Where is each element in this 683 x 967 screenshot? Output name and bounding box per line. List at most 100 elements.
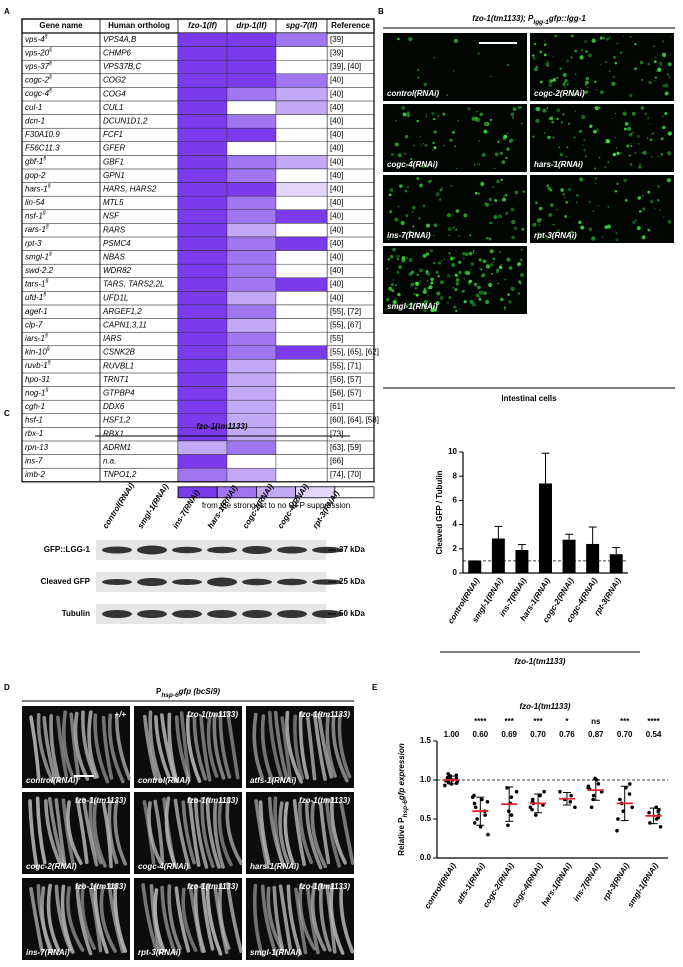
panel-b-title: fzo-1(tm1133); Plgg-1gfp::lgg-1 [472, 14, 586, 26]
gfp-punctum [607, 161, 610, 164]
worm [272, 885, 285, 952]
x-tick-label: rpt-3(RNAi) [601, 861, 631, 902]
gfp-punctum [561, 192, 566, 197]
reference: [40] [330, 76, 343, 85]
gfp-punctum [636, 226, 641, 231]
gfp-punctum [413, 144, 415, 147]
gfp-punctum [662, 84, 665, 88]
worm [44, 799, 62, 865]
gfp-punctum [395, 297, 397, 300]
gene-name-text: swd-2.2 [25, 266, 54, 275]
gfp-punctum [556, 108, 561, 113]
gfp-punctum [615, 147, 618, 149]
gfp-punctum [622, 111, 627, 116]
gfp-punctum [482, 153, 486, 157]
gene-name: kin-10§ [25, 347, 50, 357]
genotype-label: fzo-1(tm1133) [187, 882, 238, 891]
gfp-punctum [659, 209, 661, 211]
gfp-punctum [505, 156, 508, 160]
gfp-punctum [500, 178, 503, 182]
gfp-punctum [591, 236, 596, 241]
gene-name-text: tars-1 [25, 280, 45, 289]
reference: [55], [72] [330, 307, 361, 316]
gfp-punctum [551, 116, 554, 118]
gfp-punctum [401, 106, 406, 110]
gfp-punctum [503, 195, 506, 197]
suppression-cell [226, 195, 277, 210]
gfp-punctum [639, 163, 641, 165]
gfp-punctum [430, 307, 435, 313]
gfp-punctum [408, 37, 413, 42]
suppression-cell [275, 454, 328, 469]
gfp-punctum [556, 208, 559, 211]
bar [609, 554, 623, 573]
blot-band [277, 546, 307, 554]
gfp-punctum [455, 282, 460, 286]
reference: [40] [330, 253, 343, 262]
mean-label: 0.70 [530, 730, 546, 739]
gfp-punctum [514, 190, 519, 195]
worm [60, 884, 75, 954]
gfp-punctum [578, 129, 582, 133]
gfp-punctum [535, 65, 539, 69]
data-point [538, 793, 542, 798]
bar [562, 539, 576, 573]
worm [101, 801, 113, 869]
gfp-punctum [612, 152, 617, 157]
blot-title: fzo-1(tm1133) [197, 422, 248, 431]
worm [40, 886, 53, 953]
suppression-cell [275, 87, 328, 102]
gene-name: lin-54 [25, 198, 45, 207]
worm [278, 801, 290, 865]
gfp-punctum [392, 247, 396, 252]
gfp-punctum [566, 59, 570, 63]
gfp-punctum [446, 213, 452, 218]
blot-band [312, 579, 342, 585]
suppression-cell [226, 291, 277, 306]
gfp-punctum [574, 49, 578, 53]
gfp-punctum [436, 291, 441, 296]
gene-name-text: agef-1 [25, 307, 48, 316]
gfp-punctum [425, 113, 428, 116]
gene-name-text: cogc-2 [25, 76, 50, 85]
worm [305, 799, 323, 870]
gfp-punctum [452, 69, 455, 72]
gfp-punctum [667, 151, 672, 156]
worm [187, 797, 201, 867]
reference: [66] [330, 457, 343, 466]
gfp-punctum [428, 285, 433, 290]
gfp-punctum [396, 254, 400, 259]
gene-name-text: clp-7 [25, 321, 43, 330]
worm [153, 888, 166, 953]
gfp-punctum [467, 272, 470, 276]
worm [205, 797, 221, 869]
gfp-punctum [606, 37, 609, 41]
gfp-punctum [599, 36, 603, 40]
worm [46, 883, 61, 952]
gene-mark: § [45, 225, 49, 231]
gfp-punctum [457, 120, 459, 122]
gfp-punctum [411, 205, 416, 210]
worm [92, 799, 107, 868]
legend-text: from the strongest to no GFP suppression [202, 501, 350, 510]
gfp-punctum [631, 111, 636, 116]
gfp-punctum [406, 186, 410, 189]
suppression-cell [226, 168, 277, 183]
gfp-punctum [493, 215, 498, 219]
gfp-punctum [386, 267, 389, 270]
gfp-punctum [448, 296, 452, 299]
gfp-punctum [661, 115, 664, 118]
suppression-cell [226, 250, 277, 265]
suppression-cell [226, 73, 277, 88]
gfp-punctum [448, 252, 451, 255]
gfp-punctum [488, 197, 492, 201]
gfp-punctum [478, 297, 480, 299]
reference: [40] [330, 130, 343, 139]
gfp-punctum [539, 218, 542, 221]
gfp-punctum [604, 225, 608, 229]
gfp-punctum [415, 281, 420, 286]
blot-band [242, 546, 272, 554]
gfp-punctum [503, 308, 506, 310]
gfp-punctum [510, 207, 515, 212]
panel-b-footer: Intestinal cells [501, 394, 557, 403]
